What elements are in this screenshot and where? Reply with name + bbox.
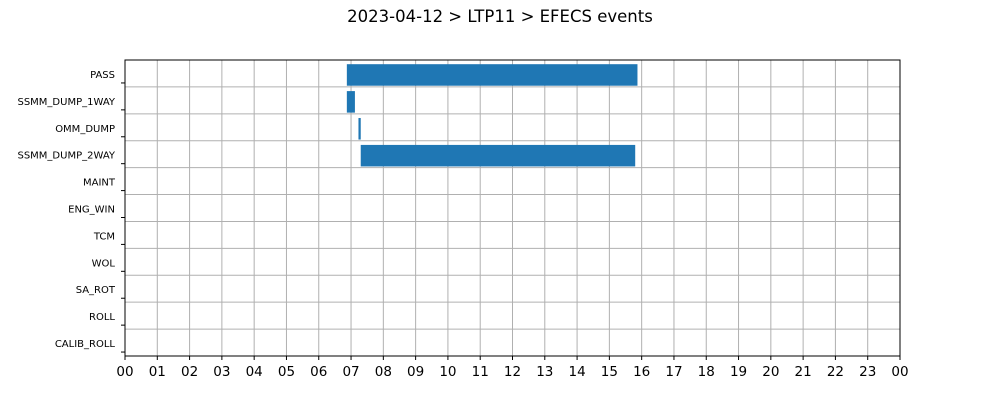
- x-tick-label: 06: [310, 364, 327, 380]
- y-tick-label: OMM_DUMP: [55, 124, 115, 135]
- x-tick-label: 23: [859, 364, 876, 380]
- x-tick-label: 00: [891, 364, 908, 380]
- x-tick-label: 14: [568, 364, 585, 380]
- event-bar-ssmm-dump-2way: [360, 144, 636, 167]
- x-tick-label: 16: [633, 364, 650, 380]
- x-tick-label: 20: [762, 364, 779, 380]
- x-tick-label: 01: [149, 364, 166, 380]
- x-tick-label: 21: [795, 364, 812, 380]
- y-tick-labels: PASS SSMM_DUMP_1WAY OMM_DUMP SSMM_DUMP_2WAY…: [17, 70, 125, 353]
- x-tick-labels: 00 01 02 03 04 05 06 07 08 09 10 11 12 13 14 15 16 17 18 19…: [116, 356, 909, 380]
- bars: [346, 64, 638, 167]
- event-bar-ssmm-dump-1way: [346, 91, 355, 113]
- x-tick-label: 03: [213, 364, 230, 380]
- y-tick-label: TCM: [93, 231, 115, 242]
- x-tick-label: 08: [375, 364, 392, 380]
- chart-title: 2023-04-12 > LTP11 > EFECS events: [347, 7, 653, 26]
- x-tick-label: 02: [181, 364, 198, 380]
- x-tick-label: 15: [601, 364, 618, 380]
- y-tick-label: MAINT: [83, 178, 116, 189]
- x-tick-label: 10: [439, 364, 456, 380]
- y-tick-label: SA_ROT: [76, 285, 116, 296]
- x-tick-label: 04: [246, 364, 263, 380]
- event-bar-pass: [346, 64, 638, 86]
- y-tick-label: WOL: [92, 258, 116, 269]
- x-tick-label: 00: [116, 364, 133, 380]
- y-tick-label: ENG_WIN: [68, 205, 115, 216]
- y-tick-label: PASS: [90, 70, 115, 81]
- x-tick-label: 11: [472, 364, 489, 380]
- x-tick-label: 09: [407, 364, 424, 380]
- x-tick-label: 12: [504, 364, 521, 380]
- x-tick-label: 13: [536, 364, 553, 380]
- x-tick-label: 19: [730, 364, 747, 380]
- x-tick-label: 18: [698, 364, 715, 380]
- y-tick-label: SSMM_DUMP_1WAY: [17, 97, 115, 108]
- grid-lines: [125, 60, 900, 356]
- x-tick-label: 07: [342, 364, 359, 380]
- x-tick-label: 05: [278, 364, 295, 380]
- y-tick-label: ROLL: [89, 312, 115, 323]
- y-tick-label: SSMM_DUMP_2WAY: [17, 151, 115, 162]
- event-bar-omm-dump: [358, 118, 361, 140]
- x-tick-label: 22: [827, 364, 844, 380]
- x-tick-label: 17: [665, 364, 682, 380]
- y-tick-label: CALIB_ROLL: [55, 339, 116, 350]
